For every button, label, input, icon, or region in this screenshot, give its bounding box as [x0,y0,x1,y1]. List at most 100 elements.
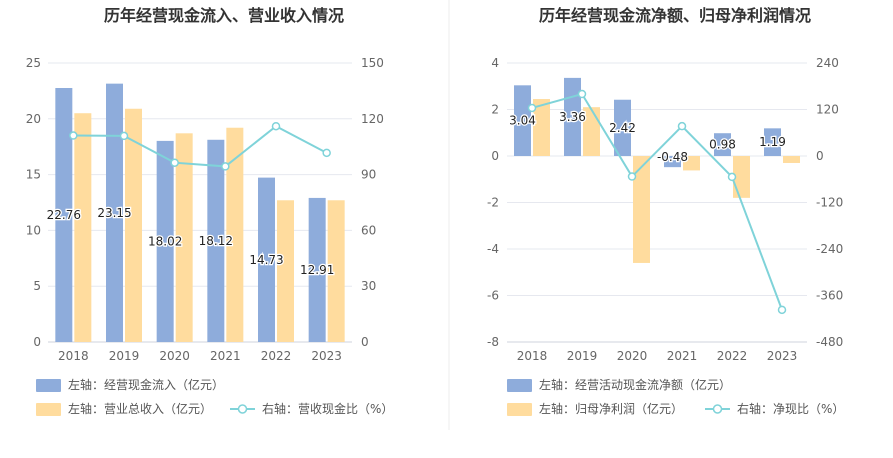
bar-secondary [583,107,600,156]
legend-label: 左轴：归母净利润（亿元） [539,401,683,416]
bar-primary [664,156,681,168]
y-right-tick-label: 0 [816,149,824,163]
ratio-point [677,121,687,131]
bar-primary [714,133,731,156]
legend-marker [237,404,248,414]
ratio-point [119,131,129,141]
ratio-point [271,121,281,131]
y-right-tick-label: -360 [816,289,843,303]
ratio-point [727,172,737,182]
bar-primary [764,128,781,156]
data-label: 0.98 [709,138,736,152]
legend-label: 右轴：营收现金比（%） [262,401,393,416]
chart-title-right: 历年经营现金流净额、归母净利润情况 [539,6,811,25]
ratio-line [73,125,328,168]
y-left-tick-label: -8 [487,335,499,349]
y-right-tick-label: -480 [816,335,843,349]
y-right-tick-label: 150 [361,56,384,70]
x-tick-label: 2018 [517,349,548,363]
y-right-tick-label: 120 [361,112,384,126]
y-left-tick-label: 25 [26,56,41,70]
y-left-tick-label: 10 [26,223,41,237]
y-left-tick-label: 15 [26,168,41,182]
y-left-tick-label: -2 [487,196,499,210]
bar-primary [207,139,225,342]
bar-primary [308,197,326,342]
x-tick-label: 2023 [767,349,798,363]
y-right-tick-label: 0 [361,335,369,349]
y-right-tick-label: 240 [816,56,839,70]
y-right-tick-label: 60 [361,223,376,237]
bar-secondary [175,133,193,342]
bar-secondary [277,200,294,342]
bar-secondary [533,99,550,156]
ratio-point [322,148,331,158]
bar-secondary [783,156,800,163]
legend-label: 左轴：经营活动现金流净额（亿元） [539,377,731,392]
data-label: 23.15 [97,206,131,220]
legend-swatch [507,379,532,392]
data-label: 2.42 [609,121,636,135]
legend-swatch [507,403,532,416]
ratio-point [777,305,787,315]
bar-primary [55,87,73,342]
bar-secondary [327,200,345,342]
x-tick-label: 2023 [311,349,342,363]
y-left-tick-label: 5 [33,279,41,293]
bar-secondary [125,108,142,342]
x-tick-label: 2020 [617,349,648,363]
bar-secondary [733,156,750,198]
legend-label: 左轴：经营现金流入（亿元） [68,377,224,392]
bar-primary [614,99,631,156]
x-tick-label: 2021 [667,349,698,363]
y-right-tick-label: 90 [361,168,376,182]
bar-primary [156,140,174,342]
data-label: 14.73 [249,253,283,267]
x-tick-label: 2020 [159,349,190,363]
ratio-point [577,89,587,99]
bar-secondary [683,156,700,171]
y-left-tick-label: -6 [487,289,499,303]
data-label: 18.12 [199,234,233,248]
ratio-point [627,172,637,181]
x-tick-label: 2018 [58,349,89,363]
ratio-line [531,92,783,311]
y-right-tick-label: -240 [816,242,843,256]
data-label: -0.48 [657,150,688,164]
data-label: 1.19 [759,135,786,149]
ratio-point [69,131,78,140]
ratio-point [527,103,537,113]
data-label: 22.76 [47,208,81,222]
legend-label: 右轴：净现比（%） [737,401,844,416]
legend-marker [712,404,723,414]
chart-net-cashflow-profit: -8 -480 -6 -360 -4 -240 -2 -120 0 0 2 120 4 240 2018 20… [487,56,844,416]
legend-swatch [36,379,61,392]
chart-cash-inflow-revenue: 0 0 5 30 10 60 15 90 20 120 25 150 2018 2019 2020 2021 2… [26,56,393,416]
y-left-tick-label: 4 [491,56,499,70]
y-right-tick-label: -120 [816,196,843,210]
x-tick-label: 2022 [717,349,748,363]
legend-swatch [36,403,61,416]
bar-secondary [633,156,650,263]
y-right-tick-label: 120 [816,103,839,117]
data-label: 3.36 [559,110,586,124]
y-left-tick-label: -4 [487,242,499,256]
x-tick-label: 2019 [109,349,140,363]
data-label: 3.04 [509,114,536,128]
x-tick-label: 2021 [210,349,241,363]
y-left-tick-label: 0 [491,149,499,163]
y-left-tick-label: 0 [33,335,41,349]
x-tick-label: 2022 [261,349,292,363]
bar-primary [258,177,275,342]
data-label: 12.91 [300,263,334,277]
chart-title-left: 历年经营现金流入、营业收入情况 [104,6,344,25]
legend-label: 左轴：营业总收入（亿元） [68,401,212,416]
x-tick-label: 2019 [567,349,598,363]
ratio-point [170,158,179,167]
bar-secondary [226,127,244,342]
bar-primary [106,83,123,343]
y-right-tick-label: 30 [361,279,376,293]
bar-secondary [74,113,92,342]
data-label: 18.02 [148,234,182,248]
